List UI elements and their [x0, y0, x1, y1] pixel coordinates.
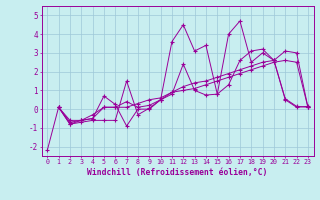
- X-axis label: Windchill (Refroidissement éolien,°C): Windchill (Refroidissement éolien,°C): [87, 168, 268, 177]
